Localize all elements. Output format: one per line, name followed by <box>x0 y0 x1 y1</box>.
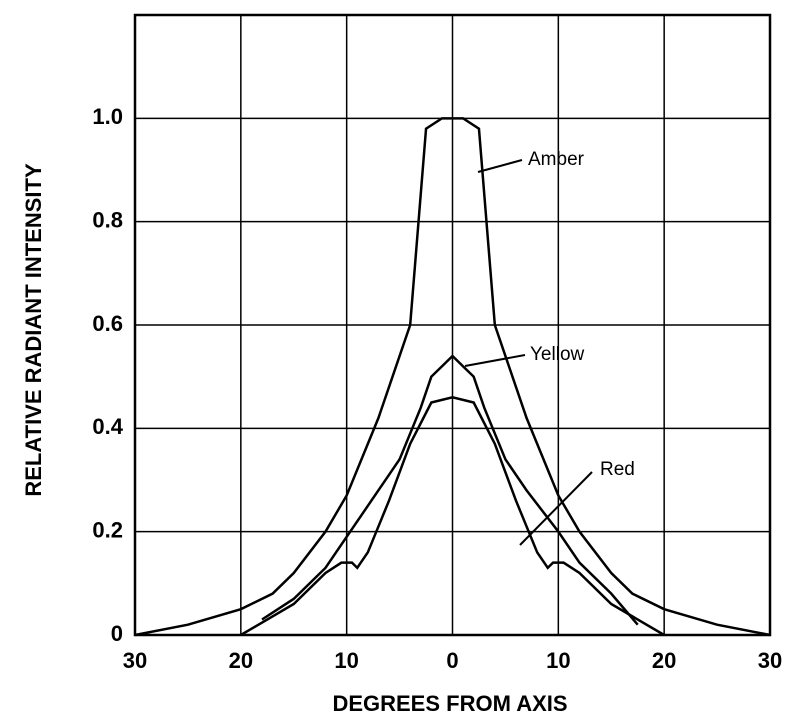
data-line <box>261 354 639 626</box>
leader-line <box>477 159 523 173</box>
x-axis-label: DEGREES FROM AXIS <box>332 691 567 716</box>
y-tick-label: 0.2 <box>92 517 123 542</box>
series-label: Amber <box>528 149 585 170</box>
y-tick-label: 0 <box>111 621 123 646</box>
leader-line <box>519 471 593 546</box>
y-tick-label: 0.6 <box>92 311 123 336</box>
y-tick-label: 1.0 <box>92 104 123 129</box>
x-tick-label: 20 <box>652 648 676 673</box>
series-label: Red <box>600 459 635 480</box>
y-axis-label: RELATIVE RADIANT INTENSITY <box>21 163 46 497</box>
data-line <box>240 396 665 637</box>
x-tick-label: 10 <box>546 648 570 673</box>
series-label: Yellow <box>530 344 585 365</box>
data-line <box>134 117 771 637</box>
leader-line <box>464 354 526 367</box>
x-tick-label: 0 <box>446 648 458 673</box>
x-tick-label: 30 <box>123 648 147 673</box>
y-tick-label: 0.8 <box>92 207 123 232</box>
y-tick-label: 0.4 <box>92 414 123 439</box>
x-tick-label: 30 <box>758 648 782 673</box>
x-tick-label: 10 <box>334 648 358 673</box>
x-tick-label: 20 <box>229 648 253 673</box>
